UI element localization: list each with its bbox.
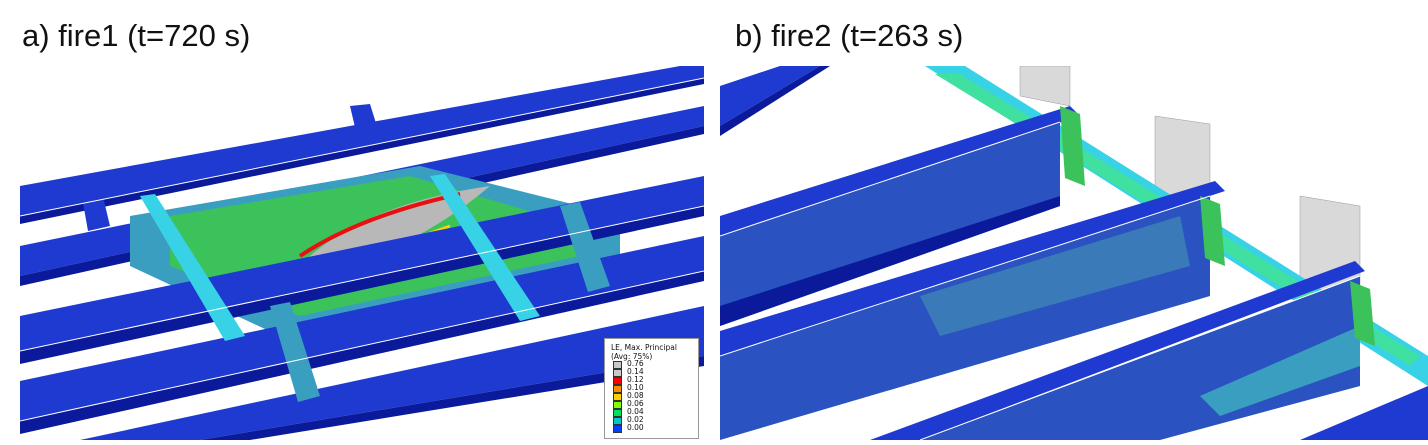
legend-swatch <box>613 361 622 369</box>
legend-value: 0.04 <box>627 407 644 416</box>
strain-legend: LE, Max. Principal (Avg: 75%) 0.76 0.14 … <box>604 338 699 439</box>
legend-title: LE, Max. Principal <box>611 343 677 352</box>
legend-swatch <box>613 393 622 401</box>
legend-value: 0.76 <box>627 359 644 368</box>
fire2-contour-plot <box>720 66 1428 440</box>
caption-fire2: b) fire2 (t=263 s) <box>735 18 964 53</box>
legend-swatch <box>613 409 622 417</box>
legend-swatch <box>613 401 622 409</box>
legend-swatch <box>613 385 622 393</box>
fire1-contour-plot: LE, Max. Principal (Avg: 75%) 0.76 0.14 … <box>20 66 704 440</box>
legend-value: 0.14 <box>627 367 644 376</box>
legend-value: 0.10 <box>627 383 644 392</box>
fire2-structure-render <box>720 66 1428 440</box>
legend-value: 0.08 <box>627 391 644 400</box>
legend-value: 0.06 <box>627 399 644 408</box>
legend-value: 0.00 <box>627 423 644 432</box>
legend-swatch <box>613 425 622 433</box>
legend-value: 0.12 <box>627 375 644 384</box>
legend-swatch <box>613 377 622 385</box>
legend-swatch <box>613 369 622 377</box>
legend-subtitle: (Avg: 75%) <box>611 352 653 361</box>
caption-fire1: a) fire1 (t=720 s) <box>22 18 251 53</box>
legend-value: 0.02 <box>627 415 644 424</box>
fire1-structure-render <box>20 66 704 440</box>
legend-swatch <box>613 417 622 425</box>
